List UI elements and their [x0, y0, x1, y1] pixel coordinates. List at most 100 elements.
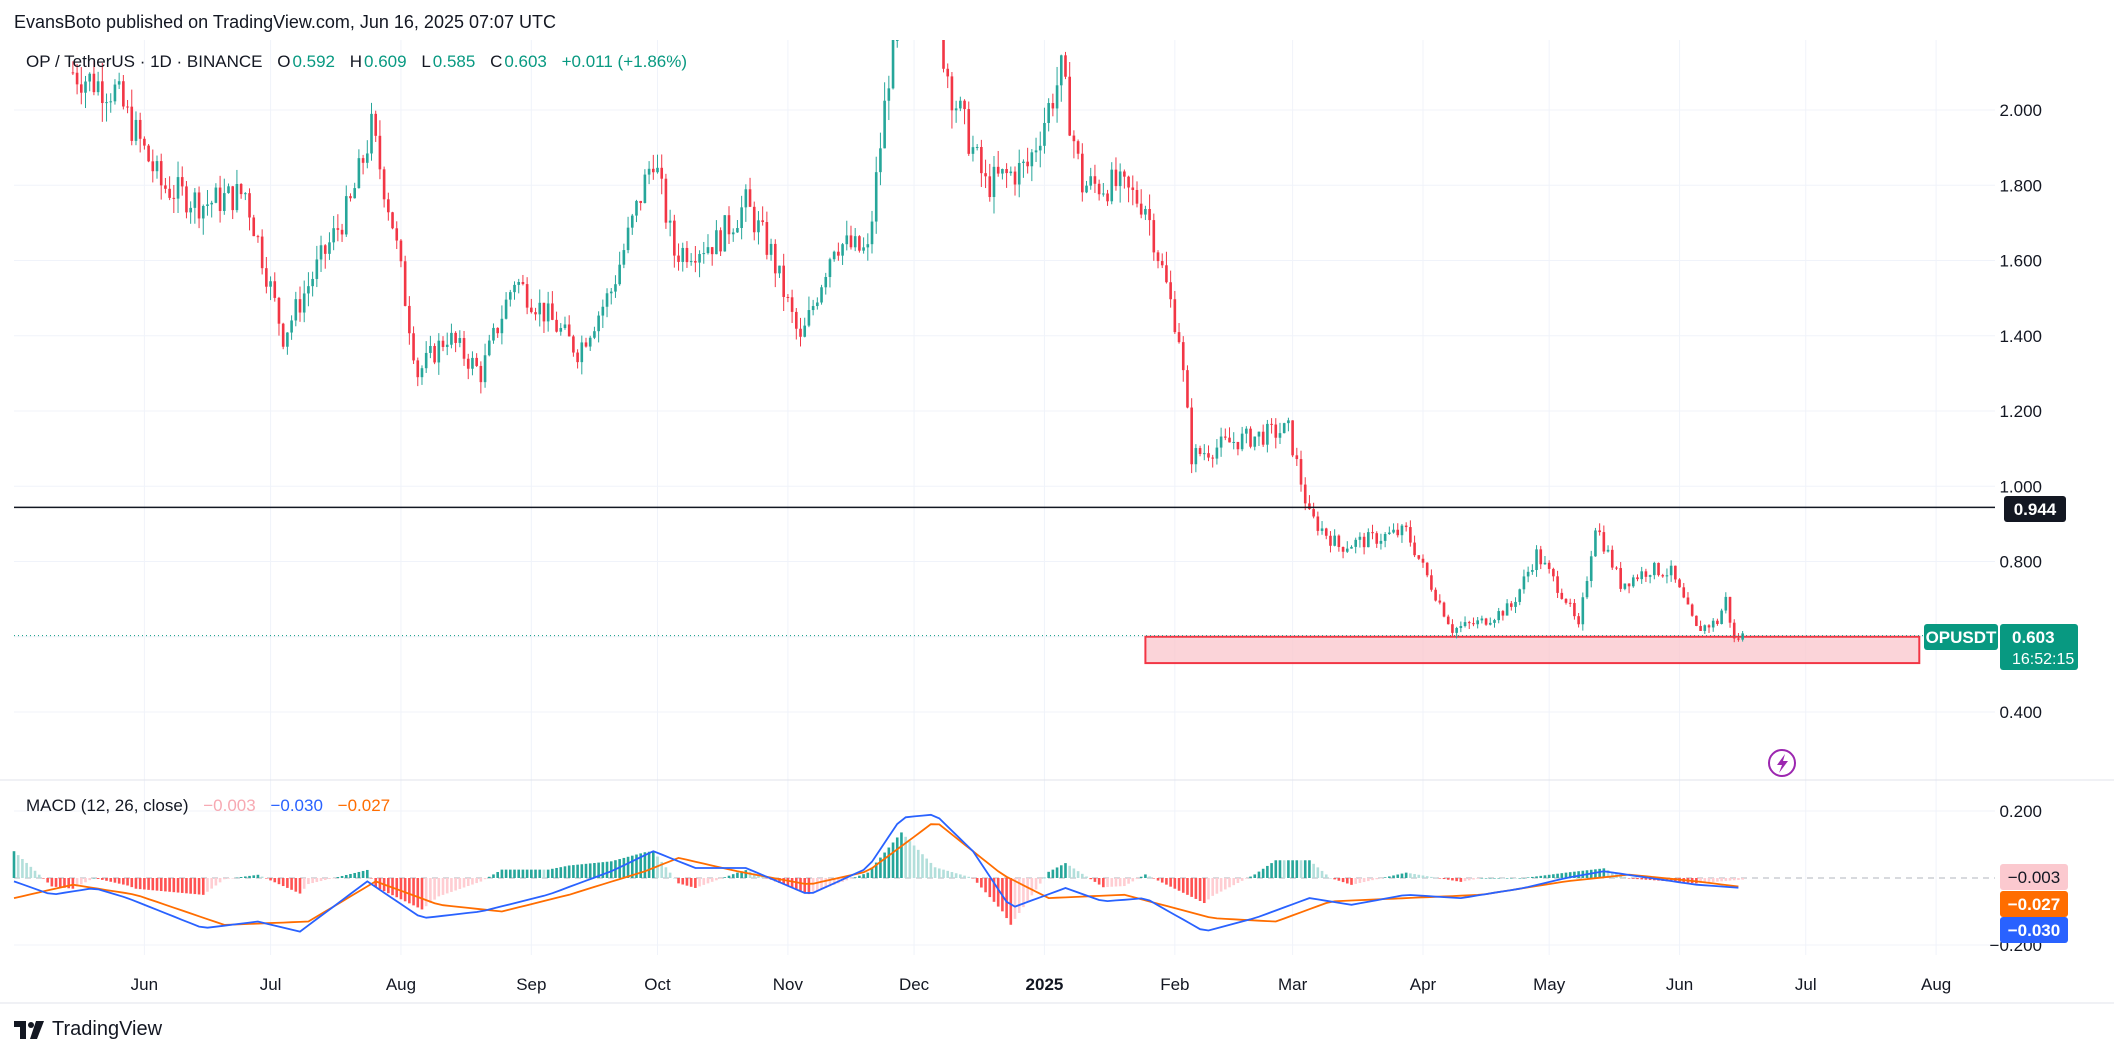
candle — [559, 323, 563, 336]
candle — [344, 185, 348, 237]
candle — [1430, 569, 1433, 592]
macd-hist-bar — [551, 868, 554, 878]
candle — [336, 214, 340, 242]
candle — [450, 323, 453, 349]
candle-body — [1089, 176, 1093, 186]
candle-body — [315, 259, 319, 279]
candle-body — [450, 332, 453, 345]
candle — [164, 177, 167, 194]
macd-hist-bar — [866, 872, 870, 878]
macd-hist-bar — [1367, 878, 1370, 882]
candle-body — [786, 296, 790, 298]
candle — [109, 93, 113, 113]
candle — [391, 211, 394, 230]
macd-hist-bar — [1711, 878, 1715, 882]
macd-hist-bar — [180, 878, 184, 893]
macd-hist-bar — [155, 878, 159, 891]
candle-body — [1568, 602, 1572, 604]
candle — [1345, 541, 1349, 553]
macd-hist-bar — [71, 878, 75, 889]
macd-hist-bar — [622, 857, 626, 878]
macd-hist-bar — [462, 878, 466, 888]
macd-hist-bar — [294, 878, 298, 892]
macd-hist-bar — [1446, 878, 1450, 880]
candle-body — [1072, 135, 1076, 142]
macd-hist-bar — [689, 878, 693, 887]
candle-body — [466, 358, 470, 369]
candle — [1438, 594, 1442, 605]
candle-body — [639, 200, 642, 203]
candle-body — [744, 189, 748, 208]
candle — [614, 275, 617, 298]
candle — [635, 199, 638, 223]
candle — [1581, 592, 1585, 631]
macd-hist-bar — [227, 878, 230, 879]
candle — [1644, 568, 1648, 583]
candle-body — [1657, 562, 1660, 576]
candle-body — [740, 207, 743, 229]
macd-hist-bar — [138, 878, 142, 890]
candle — [113, 79, 117, 105]
macd-hist-bar — [319, 878, 323, 882]
macd-hist-bar — [1560, 873, 1564, 878]
candle — [719, 227, 722, 257]
macd-hist-bar — [1480, 878, 1484, 879]
candle — [542, 302, 546, 333]
candle-body — [1552, 568, 1555, 577]
macd-hist-bar — [1224, 878, 1227, 890]
candle-body — [1522, 576, 1526, 590]
candle — [458, 330, 462, 348]
candle-body — [946, 68, 950, 77]
macd-hist-bar — [1497, 878, 1501, 879]
candle-body — [180, 177, 184, 187]
lightning-icon[interactable] — [1768, 749, 1796, 777]
candle — [130, 89, 134, 146]
macd-hist-bar — [454, 878, 457, 891]
candle — [866, 233, 870, 261]
macd-hist-bar — [954, 873, 958, 878]
candle — [1245, 426, 1248, 444]
candle — [513, 281, 516, 300]
candle — [307, 272, 310, 307]
macd-hist-bar — [1261, 868, 1265, 878]
candle — [1005, 163, 1008, 188]
candle — [668, 209, 672, 237]
candle-body — [1396, 529, 1400, 536]
macd-hist-bar — [1522, 878, 1526, 879]
candle — [298, 286, 302, 322]
macd-hist-bar — [365, 869, 369, 878]
macd-hist-bar — [79, 878, 83, 885]
candle — [374, 110, 378, 142]
candle — [483, 343, 487, 388]
macd-hist-bar — [1728, 878, 1732, 881]
macd-hist-bar — [475, 878, 478, 884]
candle-body — [849, 235, 853, 248]
candle — [752, 201, 756, 241]
candle — [1434, 587, 1437, 602]
candle — [1068, 61, 1071, 137]
candle-body — [374, 113, 378, 136]
candle-body — [1329, 535, 1332, 546]
macd-hist-bar — [942, 869, 945, 878]
last-price-label[interactable]: 0.603 16:52:15 — [2000, 624, 2078, 670]
candle — [1160, 253, 1164, 269]
candle — [1329, 531, 1332, 553]
macd-hist-bar — [1190, 878, 1193, 897]
candle-body — [1001, 169, 1004, 174]
macd-hist-bar — [1610, 871, 1614, 878]
candle — [685, 241, 689, 268]
candle-body — [710, 247, 714, 255]
candle-body — [1463, 622, 1467, 627]
macd-hist-bar — [1320, 870, 1324, 878]
ticker-label[interactable]: OPUSDT — [1924, 624, 1998, 650]
candle — [1266, 419, 1269, 453]
macd-hist-bar — [845, 878, 849, 881]
candle-body — [101, 81, 104, 104]
candle-body — [862, 247, 865, 251]
candle — [1291, 420, 1294, 458]
candle-body — [513, 284, 516, 293]
level-label[interactable]: 0.944 — [2004, 496, 2066, 522]
macd-hist-bar — [1476, 878, 1479, 879]
tradingview-logo[interactable]: TradingView — [14, 1018, 162, 1041]
